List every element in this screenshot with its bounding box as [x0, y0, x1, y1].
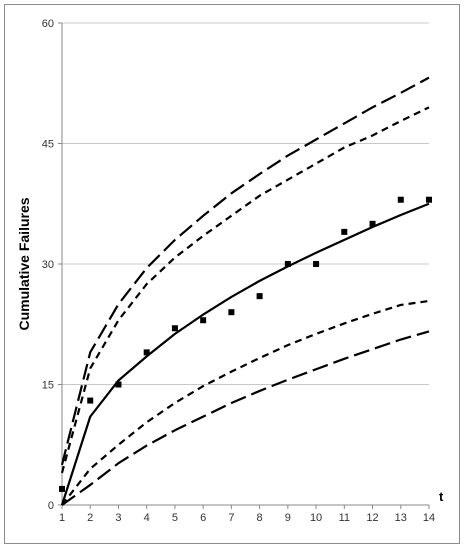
x-tick-13: 13 — [395, 512, 407, 524]
gridlines — [62, 22, 429, 385]
y-tick-15: 15 — [42, 380, 54, 392]
point-t2 — [87, 397, 94, 404]
x-tick-9: 9 — [285, 512, 291, 524]
point-t5 — [171, 325, 178, 332]
point-t7 — [228, 309, 235, 316]
observed-points — [59, 196, 432, 492]
point-t11 — [341, 228, 348, 235]
x-tick-1: 1 — [59, 512, 65, 524]
point-t9 — [284, 261, 291, 267]
y-tick-30: 30 — [42, 259, 54, 271]
curve-3-solid — [60, 202, 430, 506]
point-t8 — [256, 293, 263, 300]
y-tick-45: 45 — [42, 139, 54, 151]
point-t4 — [143, 349, 150, 356]
x-tick-2: 2 — [87, 512, 93, 524]
point-t10 — [313, 261, 320, 267]
x-tick-10: 10 — [310, 512, 322, 524]
x-tick-5: 5 — [172, 512, 178, 524]
x-tick-3: 3 — [115, 512, 121, 524]
x-tick-4: 4 — [144, 512, 150, 524]
chart-frame: 0 15 30 45 60 1 2 3 4 5 6 7 8 9 10 11 12 13 14 Cumulative… — [4, 4, 460, 544]
curve-2-short-dash — [60, 106, 430, 474]
curve-5-long-dash — [61, 330, 430, 506]
point-t12 — [369, 220, 376, 227]
y-axis-label: Cumulative Failures — [16, 197, 32, 330]
point-t6 — [200, 317, 207, 324]
x-tick-11: 11 — [339, 512, 350, 524]
x-tick-14: 14 — [423, 512, 435, 524]
y-tick-60: 60 — [42, 18, 54, 30]
x-tick-8: 8 — [257, 512, 263, 524]
point-t3 — [115, 381, 122, 388]
point-t14 — [426, 196, 432, 203]
curve-4-short-dash — [61, 299, 430, 506]
curve-1-long-dash — [60, 76, 430, 466]
curves — [60, 76, 430, 506]
axes — [58, 22, 430, 509]
point-t1 — [59, 485, 65, 492]
x-tick-7: 7 — [228, 512, 234, 524]
x-tick-12: 12 — [366, 512, 378, 524]
x-tick-labels: 1 2 3 4 5 6 7 8 9 10 11 12 13 14 — [59, 512, 435, 524]
x-axis-label: t — [439, 489, 444, 504]
y-tick-labels: 0 15 30 45 60 — [42, 18, 54, 512]
x-tick-6: 6 — [200, 512, 206, 524]
point-t13 — [397, 196, 404, 203]
y-tick-0: 0 — [48, 500, 54, 512]
